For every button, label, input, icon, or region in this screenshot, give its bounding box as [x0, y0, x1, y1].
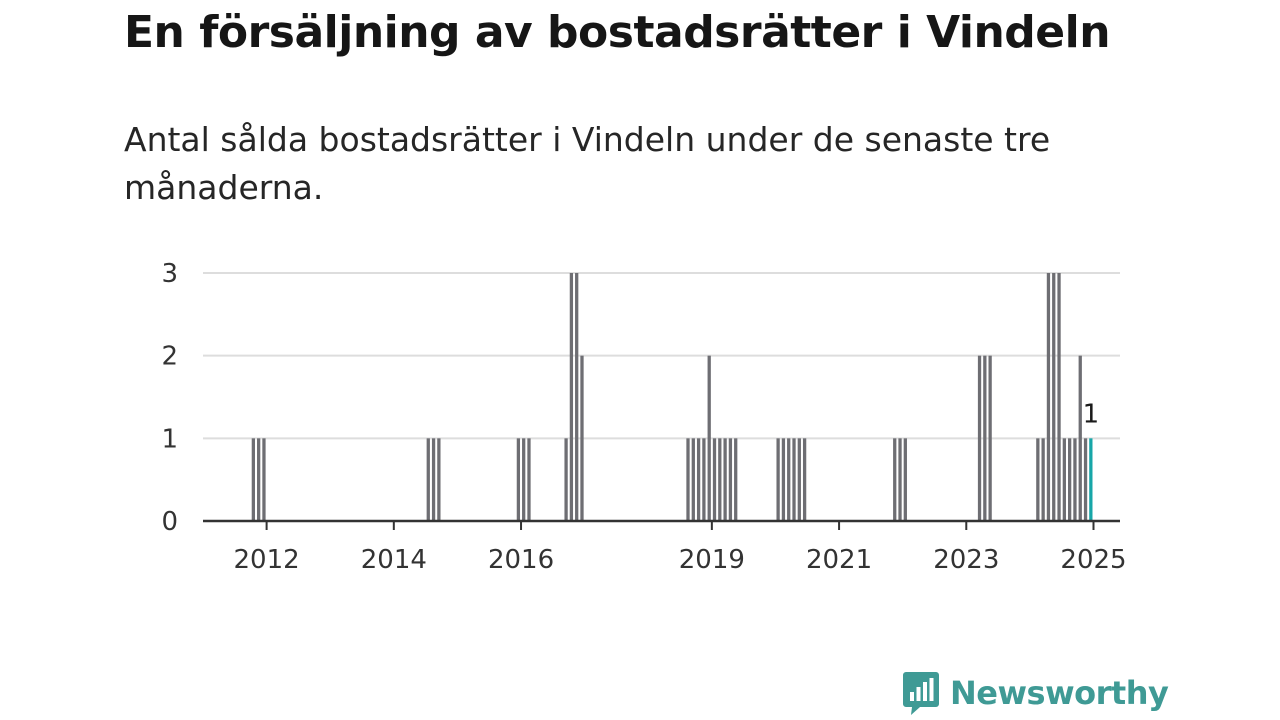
bar-2020-12 [802, 438, 807, 521]
x-tick-label-2025: 2025 [1060, 545, 1126, 575]
bar-2016-07 [522, 438, 526, 521]
bar-2022-05 [893, 438, 897, 521]
annotations: 1 [1083, 399, 1100, 429]
x-tick-label-2012: 2012 [234, 545, 300, 575]
bar-2024-11 [1052, 273, 1056, 521]
chart-title: En försäljning av bostadsrätter i Vindel… [124, 7, 1111, 58]
y-tick-label-0: 0 [161, 507, 178, 537]
bar-2024-09 [1041, 438, 1045, 521]
x-tick-label-2016: 2016 [488, 545, 554, 575]
bar-2012-05 [257, 438, 261, 521]
bar-2025-01 [1062, 438, 1066, 521]
newsworthy-logo: Newsworthy [902, 670, 1169, 716]
bar-2020-10 [792, 438, 796, 521]
bar-2025-03 [1073, 438, 1077, 521]
bar-2019-08 [718, 438, 722, 521]
bar-2025-02 [1068, 438, 1072, 521]
chart-bubble-icon [903, 672, 939, 715]
bar-2016-08 [527, 438, 531, 521]
bar-2024-08 [1036, 438, 1040, 521]
brand-name: Newsworthy [950, 674, 1169, 712]
chart-subtitle: Antal sålda bostadsrätter i Vindeln unde… [124, 120, 1051, 207]
bar-2017-03 [564, 438, 568, 521]
bar-2023-10 [983, 355, 987, 521]
y-tick-label-3: 3 [161, 259, 178, 289]
x-axis-labels: 2012 2014 2016 2019 2021 2023 2025 [234, 545, 1127, 575]
bar-2019-02 [686, 438, 690, 521]
bar-2019-07 [712, 438, 717, 521]
bar-2017-05 [575, 273, 579, 521]
bar-2016-06 [516, 438, 521, 521]
bar-2019-05 [702, 438, 706, 521]
y-tick-label-1: 1 [161, 424, 178, 454]
y-axis-labels: 0 1 2 3 [161, 259, 178, 537]
last-value-label: 1 [1083, 399, 1100, 429]
bar-2019-11 [734, 438, 738, 521]
bar-2020-07 [776, 438, 780, 521]
bar-2024-12 [1057, 273, 1061, 521]
bar-2022-06 [898, 438, 902, 521]
y-tick-label-2: 2 [161, 342, 178, 372]
bar-2020-11 [797, 438, 801, 521]
bar-2025-04 [1078, 355, 1082, 521]
bar-2020-09 [787, 438, 791, 521]
bar-2025-06 [1089, 438, 1093, 521]
x-axis-ticks [265, 521, 1095, 530]
bar-2020-08 [781, 438, 786, 521]
bar-2017-04 [569, 273, 574, 521]
bar-2023-11 [988, 355, 992, 521]
bar-2023-09 [977, 355, 982, 521]
bar-2012-06 [262, 438, 266, 521]
x-tick-label-2019: 2019 [679, 545, 745, 575]
x-tick-label-2014: 2014 [361, 545, 427, 575]
bar-2025-05 [1083, 438, 1088, 521]
x-tick-label-2021: 2021 [806, 545, 872, 575]
bar-2012-04 [251, 438, 255, 521]
bar-2019-03 [691, 438, 695, 521]
bar-2022-07 [903, 438, 907, 521]
x-tick-label-2023: 2023 [933, 545, 999, 575]
bar-2015-02 [431, 438, 436, 521]
bar-2019-10 [728, 438, 733, 521]
bar-2017-06 [580, 355, 584, 521]
bar-2019-06 [707, 355, 711, 521]
bar-2015-03 [437, 438, 441, 521]
bars [251, 273, 1093, 521]
bar-2024-10 [1046, 273, 1051, 521]
bar-2019-09 [723, 438, 727, 521]
bar-2019-04 [696, 438, 701, 521]
grid-lines [203, 272, 1120, 440]
bar-2015-01 [426, 438, 430, 521]
